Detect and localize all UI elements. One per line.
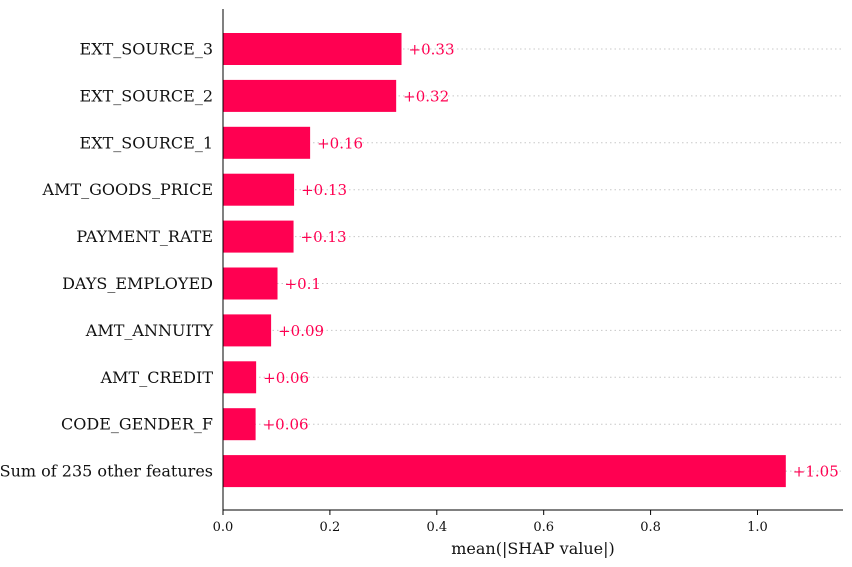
data-label: +0.33 bbox=[409, 41, 455, 59]
feature-label: Sum of 235 other features bbox=[0, 462, 213, 481]
bar bbox=[223, 173, 295, 206]
feature-label: AMT_ANNUITY bbox=[85, 321, 214, 340]
data-label: +0.09 bbox=[278, 322, 324, 340]
data-label: +1.05 bbox=[793, 463, 839, 481]
data-label: +0.13 bbox=[301, 228, 347, 246]
bar bbox=[223, 455, 786, 488]
feature-label: AMT_CREDIT bbox=[100, 368, 214, 387]
x-axis-title: mean(|SHAP value|) bbox=[451, 539, 615, 558]
data-label: +0.13 bbox=[301, 181, 347, 199]
bar bbox=[223, 267, 278, 300]
bar bbox=[223, 314, 272, 347]
data-label: +0.32 bbox=[403, 87, 449, 105]
data-label: +0.06 bbox=[263, 369, 309, 387]
data-label: +0.1 bbox=[285, 275, 321, 293]
bar bbox=[223, 408, 256, 441]
bar bbox=[223, 126, 311, 159]
data-label: +0.16 bbox=[317, 134, 363, 152]
labels-layer: EXT_SOURCE_3 +0.33 EXT_SOURCE_2 +0.32 EXT_SO… bbox=[0, 40, 839, 481]
feature-label: DAYS_EMPLOYED bbox=[62, 274, 213, 293]
feature-label: EXT_SOURCE_3 bbox=[80, 40, 213, 59]
axis-layer bbox=[222, 9, 843, 511]
bars-layer bbox=[223, 33, 786, 488]
bar bbox=[223, 33, 402, 65]
x-tick-label: 0.4 bbox=[426, 520, 447, 535]
feature-label: AMT_GOODS_PRICE bbox=[42, 180, 213, 199]
x-tick-label: 0.0 bbox=[213, 520, 234, 535]
bar bbox=[223, 220, 294, 253]
feature-label: CODE_GENDER_F bbox=[61, 415, 213, 434]
ticks-layer: 0.0 0.2 0.4 0.6 0.8 1.0 bbox=[213, 510, 768, 535]
x-tick-label: 0.2 bbox=[320, 520, 341, 535]
data-label: +0.06 bbox=[263, 416, 309, 434]
grid-layer bbox=[223, 48, 843, 472]
feature-label: EXT_SOURCE_1 bbox=[80, 133, 213, 152]
bar bbox=[223, 79, 397, 112]
x-tick-label: 0.8 bbox=[640, 520, 661, 535]
feature-label: PAYMENT_RATE bbox=[76, 227, 213, 246]
x-tick-label: 0.6 bbox=[533, 520, 554, 535]
x-tick-label: 1.0 bbox=[747, 520, 768, 535]
bar bbox=[223, 361, 257, 394]
feature-label: EXT_SOURCE_2 bbox=[80, 86, 213, 105]
